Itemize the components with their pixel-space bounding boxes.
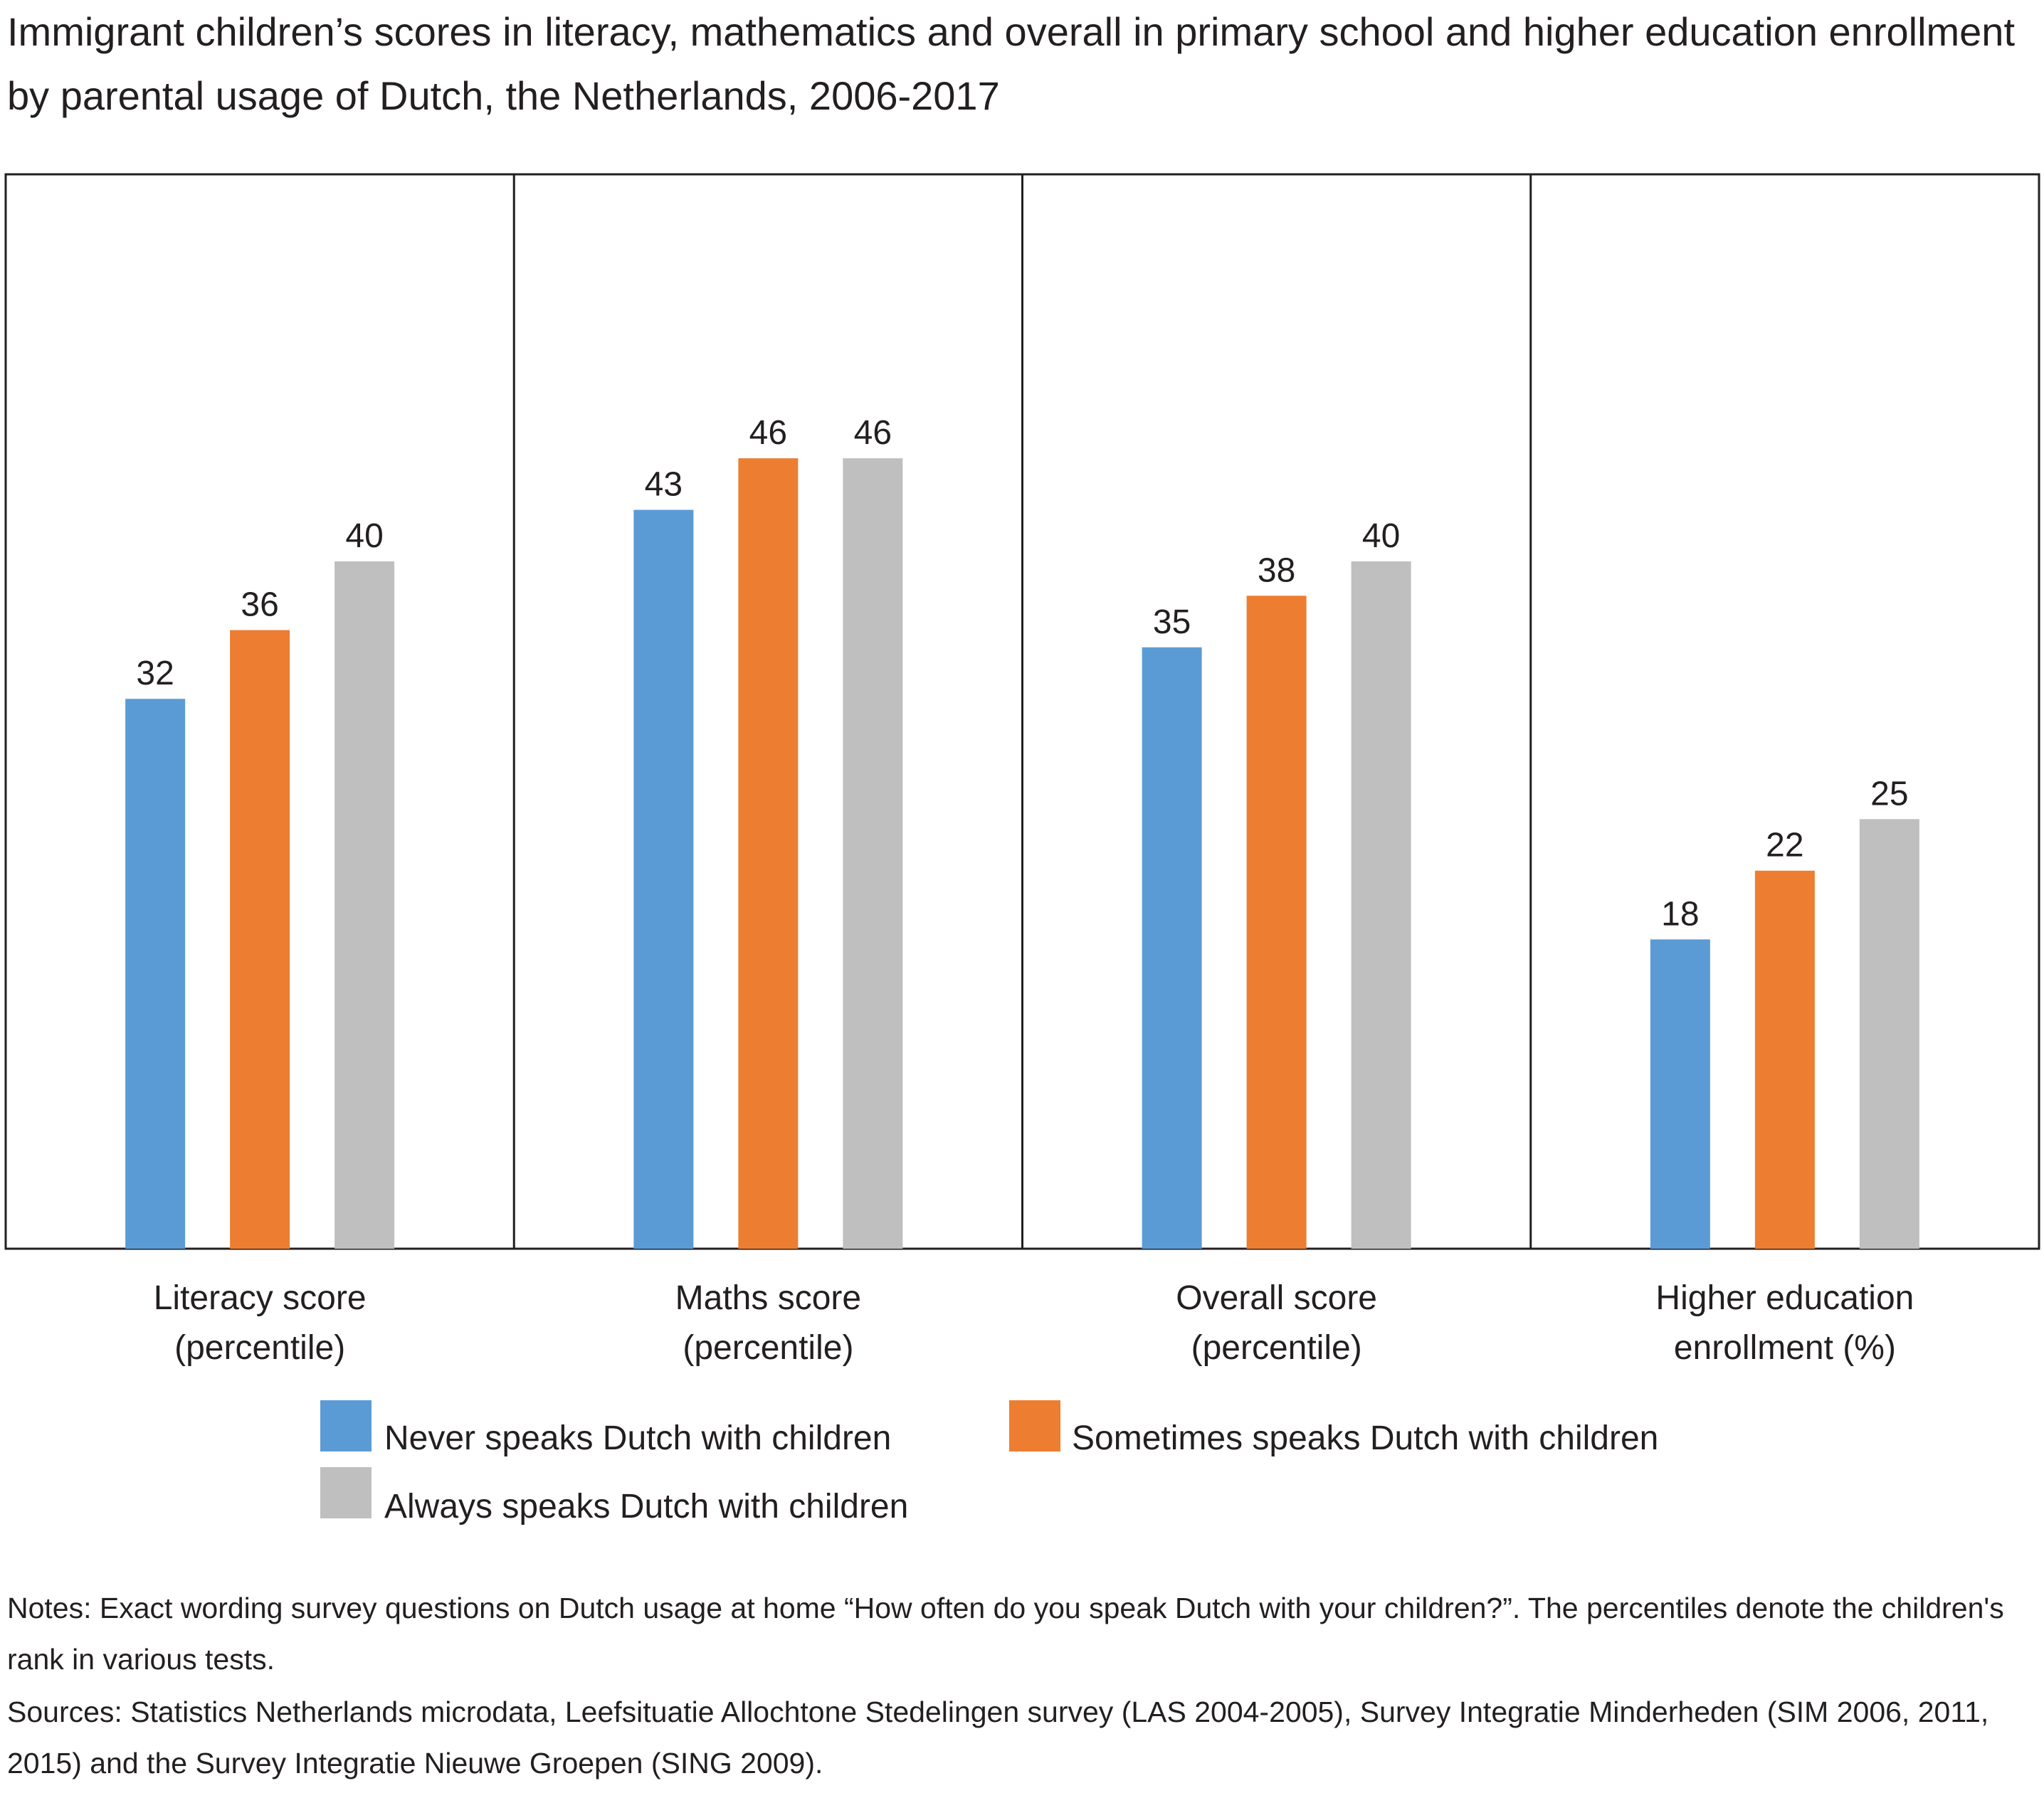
bar [1754, 870, 1815, 1249]
category-label: Overall score [1176, 1279, 1377, 1317]
panel-frames [4, 173, 2040, 1250]
bar-chart: 32 36 40 43 46 46 35 38 40 18 22 25 Literacy score (… [4, 173, 2040, 1367]
category-labels-group: Literacy score (percentile) Maths score (pe… [154, 1279, 1914, 1367]
legend-swatch-never [320, 1400, 372, 1451]
category-label: Literacy score [154, 1279, 367, 1317]
bars-group [125, 458, 1919, 1249]
data-label: 18 [1661, 895, 1699, 933]
category-label: enrollment (%) [1674, 1329, 1896, 1367]
data-label: 22 [1766, 827, 1803, 864]
bar [1142, 647, 1202, 1249]
bar [738, 458, 799, 1249]
data-label: 46 [749, 414, 787, 452]
bar [633, 509, 694, 1249]
chart-title: Immigrant children’s scores in literacy,… [7, 9, 2015, 118]
data-label: 25 [1870, 775, 1908, 813]
data-label: 32 [136, 655, 174, 692]
category-label: (percentile) [174, 1329, 345, 1367]
legend-label-always: Always speaks Dutch with children [384, 1488, 909, 1525]
value-labels-group: 32 36 40 43 46 46 35 38 40 18 22 25 [136, 414, 1908, 933]
data-label: 35 [1153, 603, 1191, 641]
category-label: (percentile) [1191, 1329, 1362, 1367]
data-label: 43 [645, 466, 683, 504]
chart-sources: Sources: Statistics Netherlands microdat… [7, 1696, 1989, 1780]
category-label: Maths score [675, 1279, 861, 1317]
data-label: 38 [1258, 551, 1295, 589]
category-label: (percentile) [683, 1329, 853, 1367]
bar [1859, 819, 1919, 1249]
bar [1650, 939, 1710, 1249]
bar [334, 561, 395, 1249]
bar [843, 458, 903, 1249]
bar [125, 699, 186, 1249]
legend-label-sometimes: Sometimes speaks Dutch with children [1072, 1419, 1659, 1457]
legend-swatch-always [320, 1467, 372, 1518]
data-label: 40 [1362, 517, 1400, 555]
bar [1246, 596, 1307, 1249]
chart-notes: Notes: Exact wording survey questions on… [7, 1592, 2004, 1676]
data-label: 40 [345, 517, 383, 555]
bar [230, 630, 290, 1249]
legend-swatch-sometimes [1009, 1400, 1060, 1451]
bar [1351, 561, 1411, 1249]
data-label: 36 [241, 586, 278, 624]
category-label: Higher education [1655, 1279, 1914, 1317]
legend-label-never: Never speaks Dutch with children [384, 1419, 892, 1457]
data-label: 46 [854, 414, 892, 452]
